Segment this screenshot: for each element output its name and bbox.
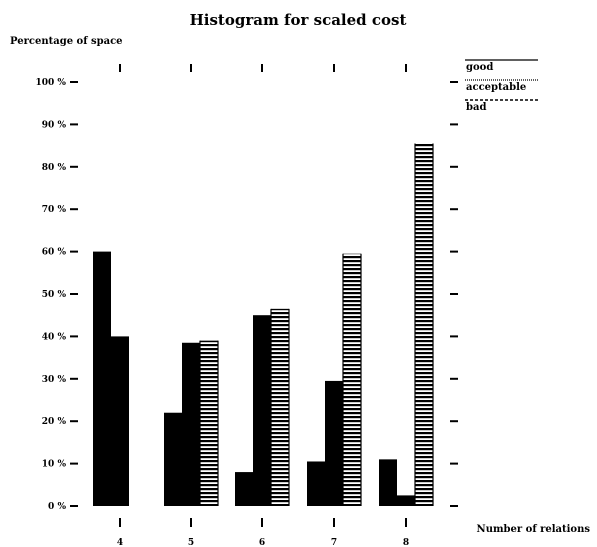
legend-label-acceptable: acceptable <box>466 82 526 93</box>
bar-good-7 <box>307 461 325 506</box>
bar-good-5 <box>164 412 182 506</box>
bar-acceptable-7 <box>325 380 343 506</box>
bar-acceptable-8 <box>397 495 415 506</box>
y-tick-label: 50 % <box>42 290 67 300</box>
legend-label-bad: bad <box>466 102 486 113</box>
bar-acceptable-5 <box>182 342 200 506</box>
bar-good-6 <box>235 472 253 506</box>
x-axis-label: Number of relations <box>477 524 591 535</box>
y-tick-label: 80 % <box>42 163 67 173</box>
bar-good-8 <box>379 459 397 506</box>
y-tick-label: 60 % <box>42 248 67 258</box>
y-tick-label: 0 % <box>48 502 66 512</box>
bar-good-4 <box>93 251 111 506</box>
x-tick-label: 6 <box>259 538 265 547</box>
bar-bad-5 <box>200 340 218 506</box>
chart-title: Histogram for scaled cost <box>190 11 407 29</box>
y-tick-label: 100 % <box>36 78 67 88</box>
y-tick-label: 10 % <box>42 460 67 470</box>
x-tick-label: 8 <box>403 538 409 547</box>
bar-acceptable-4 <box>111 336 129 506</box>
bar-bad-8 <box>415 143 433 507</box>
y-tick-label: 30 % <box>42 375 67 385</box>
x-tick-label: 5 <box>188 538 194 547</box>
x-tick-label: 7 <box>331 538 337 547</box>
y-tick-label: 40 % <box>42 332 67 342</box>
y-tick-label: 90 % <box>42 120 67 130</box>
x-tick-label: 4 <box>117 538 123 547</box>
bar-bad-6 <box>271 308 289 506</box>
bar-acceptable-6 <box>253 315 271 506</box>
bar-bad-7 <box>343 253 361 506</box>
y-tick-label: 70 % <box>42 205 67 215</box>
y-tick-label: 20 % <box>42 417 67 427</box>
y-axis-label: Percentage of space <box>10 36 123 47</box>
legend-label-good: good <box>466 62 493 73</box>
